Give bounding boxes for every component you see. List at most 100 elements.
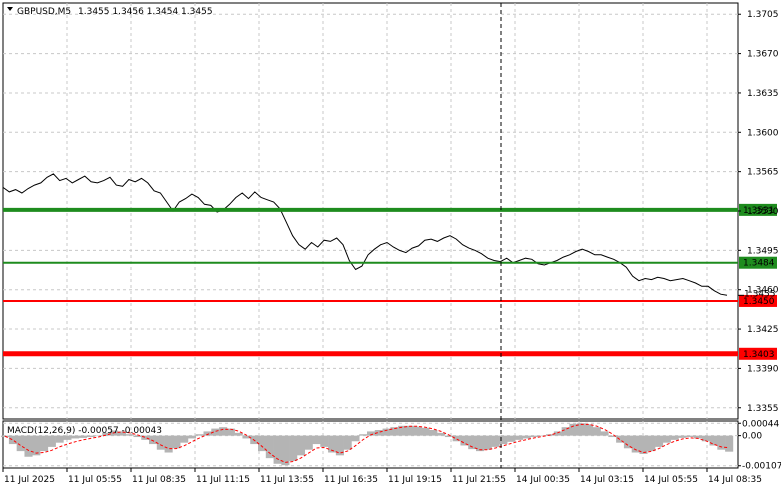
ohlc-values: 1.3455 1.3456 1.3454 1.3455 bbox=[78, 7, 213, 17]
macd-bar bbox=[499, 435, 508, 445]
price-line bbox=[2, 173, 728, 296]
macd-bar bbox=[265, 435, 274, 459]
macd-bar bbox=[701, 435, 710, 442]
macd-bar bbox=[514, 435, 523, 440]
macd-bar bbox=[335, 435, 344, 456]
macd-bar bbox=[452, 435, 461, 442]
time-tick-label: 11 Jul 11:15 bbox=[196, 475, 250, 485]
current-price-label: 1.3455 bbox=[744, 289, 776, 299]
macd-bar bbox=[460, 435, 469, 446]
macd-bar bbox=[234, 432, 243, 436]
macd-signal-line bbox=[4, 423, 730, 463]
price-tick-label: 1.3425 bbox=[747, 325, 779, 335]
macd-bar bbox=[538, 435, 547, 437]
macd-bar bbox=[608, 435, 617, 438]
macd-bar bbox=[55, 435, 64, 443]
time-tick-label: 11 Jul 21:55 bbox=[452, 475, 506, 485]
price-tick-label: 1.3670 bbox=[747, 50, 779, 60]
price-tick-label: 1.3390 bbox=[747, 364, 779, 374]
level-label-box bbox=[739, 294, 777, 307]
time-axis: 11 Jul 2025 11 Jul 05:55 11 Jul 08:35 11 Ju… bbox=[2, 468, 762, 485]
level-label-box bbox=[739, 347, 777, 360]
price-tick-label: 1.3565 bbox=[747, 168, 779, 178]
macd-bar bbox=[693, 435, 703, 439]
macd-bar bbox=[491, 435, 500, 447]
macd-bar bbox=[623, 435, 632, 449]
level-label: 1.3450 bbox=[743, 297, 775, 307]
macd-bar bbox=[631, 435, 640, 453]
price-tick-label: 1.3635 bbox=[747, 89, 779, 99]
macd-bar bbox=[203, 431, 212, 436]
macd-bar bbox=[475, 435, 485, 452]
macd-bar bbox=[686, 435, 695, 438]
macd-bar bbox=[219, 427, 228, 436]
macd-bar bbox=[180, 435, 189, 443]
price-axis: 1.3705 1.3670 1.3635 1.3600 1.3565 1.3530 1.34… bbox=[738, 10, 779, 414]
macd-bar bbox=[600, 431, 609, 436]
macd-panel bbox=[2, 420, 739, 469]
macd-bar bbox=[211, 428, 220, 436]
macd-bar bbox=[16, 435, 25, 452]
level-label: 1.3531 bbox=[743, 206, 775, 216]
macd-bar bbox=[709, 435, 718, 446]
macd-bar bbox=[172, 435, 181, 449]
time-tick-label: 14 Jul 00:35 bbox=[516, 475, 570, 485]
macd-bar bbox=[421, 427, 430, 436]
macd-bar bbox=[281, 435, 290, 466]
macd-header: MACD(12,26,9) -0.00057 -0.00043 bbox=[7, 426, 162, 436]
macd-bar bbox=[592, 427, 601, 436]
macd-bar bbox=[258, 435, 267, 452]
macd-bar bbox=[553, 431, 562, 436]
macd-bar bbox=[569, 423, 578, 436]
macd-bar bbox=[390, 427, 399, 436]
macd-histogram bbox=[1, 423, 734, 466]
macd-bar bbox=[655, 435, 664, 447]
time-tick-label: 11 Jul 16:35 bbox=[324, 475, 378, 485]
price-tick-label: 1.3460 bbox=[747, 286, 779, 296]
macd-bar bbox=[367, 431, 376, 436]
price-tick-label: 1.3600 bbox=[747, 128, 779, 138]
macd-bar bbox=[117, 431, 126, 436]
macd-bar bbox=[662, 435, 671, 443]
macd-bar bbox=[63, 435, 72, 440]
macd-bar bbox=[164, 435, 173, 453]
macd-bar bbox=[242, 435, 251, 439]
macd-bar bbox=[584, 424, 594, 436]
macd-bar bbox=[24, 435, 33, 457]
macd-axis: 0.00044 0.00 -0.00107 bbox=[738, 419, 781, 472]
macd-bar bbox=[312, 435, 321, 445]
macd-bar bbox=[289, 435, 298, 461]
macd-bar bbox=[195, 434, 204, 436]
macd-bar bbox=[102, 432, 111, 436]
macd-bar bbox=[320, 435, 329, 447]
macd-bar bbox=[413, 426, 422, 436]
macd-bar bbox=[405, 425, 415, 436]
dropdown-triangle-icon[interactable] bbox=[7, 7, 13, 11]
time-tick-label: 14 Jul 03:15 bbox=[580, 475, 634, 485]
macd-bar bbox=[359, 434, 368, 436]
macd-tick-label: 0.00 bbox=[742, 432, 762, 442]
macd-bar bbox=[8, 435, 17, 445]
macd-bar bbox=[156, 435, 165, 450]
price-tick-label: 1.3530 bbox=[747, 207, 779, 217]
time-tick-label: 11 Jul 19:15 bbox=[388, 475, 442, 485]
price-tick-label: 1.3355 bbox=[747, 404, 779, 414]
level-label: 1.3403 bbox=[743, 350, 775, 360]
macd-bar bbox=[468, 435, 477, 450]
macd-bar bbox=[304, 435, 313, 450]
macd-bar bbox=[94, 435, 103, 437]
macd-bar bbox=[522, 435, 531, 439]
macd-bar bbox=[639, 435, 648, 454]
macd-bar bbox=[141, 435, 150, 440]
time-tick-label: 11 Jul 05:55 bbox=[68, 475, 122, 485]
macd-bar bbox=[78, 435, 88, 438]
macd-bar bbox=[133, 435, 142, 438]
macd-tick-label: -0.00107 bbox=[742, 462, 781, 472]
macd-bar bbox=[429, 430, 438, 436]
macd-bar bbox=[71, 435, 80, 439]
macd-bar bbox=[328, 435, 337, 453]
macd-bar bbox=[47, 435, 56, 447]
time-tick-label: 14 Jul 08:35 bbox=[708, 475, 762, 485]
macd-bar bbox=[717, 435, 726, 450]
macd-bar bbox=[483, 435, 492, 450]
